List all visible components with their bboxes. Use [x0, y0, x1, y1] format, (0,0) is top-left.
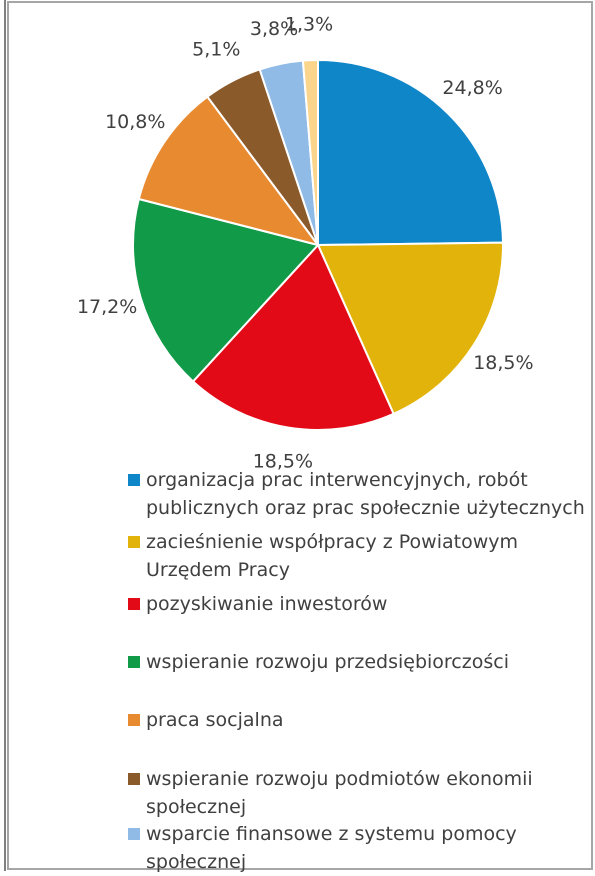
pie-slice [191, 243, 395, 431]
legend-label: pozyskiwanie inwestorów [146, 593, 388, 615]
legend-label: wsparcie finansowe z systemu pomocy społ… [146, 823, 517, 873]
legend-label: wspieranie rozwoju przedsiębiorczości [146, 651, 509, 673]
data-label: 24,8% [442, 77, 502, 99]
legend-item: praca socjalna [128, 706, 588, 734]
legend-swatch [128, 474, 140, 486]
legend-swatch [128, 536, 140, 548]
data-label: 1,3% [285, 14, 333, 36]
pie-slice [132, 197, 320, 383]
data-label: 18,5% [473, 352, 533, 374]
legend-item: wspieranie rozwoju przedsiębiorczości [128, 648, 588, 676]
frame [7, 1, 593, 870]
legend-swatch [128, 598, 140, 610]
legend-label: organizacja prac interwencyjnych, robót … [146, 469, 585, 519]
legend-item: wspieranie rozwoju podmiotów ekonomii sp… [128, 765, 588, 821]
pie-slice [316, 241, 504, 416]
legend-swatch [128, 773, 140, 785]
legend-swatch [128, 828, 140, 840]
data-label: 5,1% [192, 38, 240, 60]
pie-slice [301, 58, 319, 246]
legend-item: organizacja prac interwencyjnych, robót … [128, 466, 588, 522]
legend-label: zacieśnienie współpracy z Powiatowym Urz… [146, 531, 519, 581]
legend-item: wsparcie finansowe z systemu pomocy społ… [128, 820, 588, 876]
data-label: 18,5% [253, 451, 313, 473]
pie-slice [137, 95, 321, 247]
legend-label: wspieranie rozwoju podmiotów ekonomii sp… [146, 768, 533, 818]
legend-swatch [128, 656, 140, 668]
data-label: 3,8% [250, 18, 298, 40]
legend-swatch [128, 714, 140, 726]
legend-label: praca socjalna [146, 709, 284, 731]
pie-slice [317, 58, 504, 247]
legend-item: pozyskiwanie inwestorów [128, 590, 588, 618]
data-label: 10,8% [105, 111, 165, 133]
data-label: 17,2% [77, 296, 137, 318]
legend-item: zacieśnienie współpracy z Powiatowym Urz… [128, 528, 588, 584]
